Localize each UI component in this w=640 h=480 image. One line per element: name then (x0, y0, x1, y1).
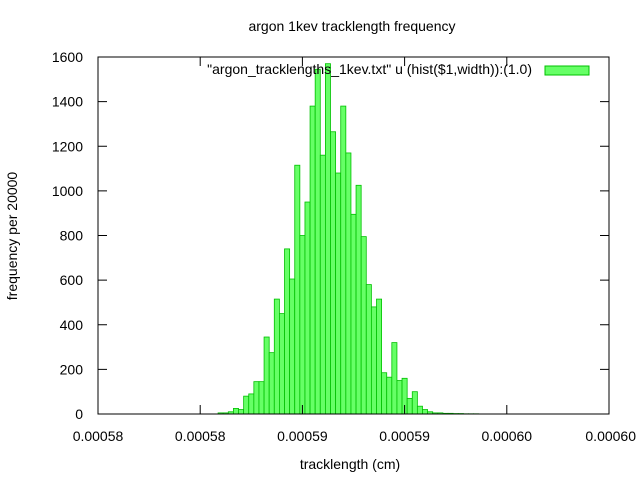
histogram-bar (319, 154, 326, 415)
histogram-bar (309, 105, 316, 415)
bars-group (217, 63, 480, 415)
x-tick-label: 0.00060 (481, 428, 532, 444)
y-tick-label: 0 (75, 406, 83, 422)
x-tick-label: 0.00060 (585, 428, 636, 444)
histogram-bar (233, 408, 239, 415)
legend-swatch (544, 65, 590, 76)
histogram-bar (324, 63, 331, 415)
histogram-bar (304, 201, 311, 415)
histogram-bar (411, 391, 418, 415)
histogram-bar (396, 380, 403, 415)
legend-label: "argon_tracklengths_1kev.txt" u (hist($1… (207, 61, 532, 77)
x-tick-label: 0.00058 (175, 428, 226, 444)
y-tick-label: 1600 (52, 49, 83, 65)
histogram-bar (345, 152, 352, 415)
histogram-bar (253, 381, 260, 415)
histogram-bar (273, 298, 280, 415)
histogram-bar (243, 395, 250, 415)
histogram-bar (391, 342, 398, 415)
histogram-bar (355, 184, 362, 415)
histogram-bar (335, 172, 342, 415)
y-tick-label: 600 (60, 272, 84, 288)
histogram-bar (416, 405, 423, 415)
histogram-bar (284, 248, 291, 415)
histogram-bar (294, 164, 301, 415)
histogram-bar (263, 336, 270, 415)
y-tick-label: 1000 (52, 183, 83, 199)
y-ticks-group: 0 200 400 600 800 1000 1200 1400 1600 (52, 49, 609, 422)
y-tick-label: 200 (60, 361, 84, 377)
plot-border (97, 56, 610, 415)
histogram-bar (279, 313, 285, 415)
histogram-bar (238, 409, 245, 415)
histogram-bar (314, 68, 321, 415)
x-axis-label: tracklength (cm) (300, 456, 400, 472)
histogram-bar (268, 352, 275, 415)
y-axis-label: frequency per 20000 (4, 172, 20, 301)
histogram-bar (422, 409, 428, 415)
histogram-bar (258, 381, 265, 415)
histogram-bar (406, 397, 413, 415)
histogram-bar (365, 284, 372, 415)
histogram-bar (340, 105, 347, 415)
y-tick-label: 1400 (52, 94, 83, 110)
histogram-bar (330, 131, 337, 415)
y-tick-label: 400 (60, 317, 84, 333)
x-tick-label: 0.00058 (73, 428, 124, 444)
x-tick-label: 0.00059 (277, 428, 328, 444)
histogram-bar (360, 236, 367, 415)
histogram-bar (370, 306, 377, 415)
y-tick-label: 800 (60, 228, 84, 244)
histogram-bar (376, 298, 383, 415)
histogram-bar (381, 372, 388, 415)
y-tick-label: 1200 (52, 138, 83, 154)
histogram-bar (386, 376, 393, 415)
chart-title: argon 1kev tracklength frequency (248, 18, 455, 34)
histogram-bar (248, 393, 255, 415)
x-tick-label: 0.00059 (379, 428, 430, 444)
histogram-bar (350, 213, 357, 415)
histogram-bar (289, 278, 296, 415)
histogram-bar (299, 235, 306, 415)
